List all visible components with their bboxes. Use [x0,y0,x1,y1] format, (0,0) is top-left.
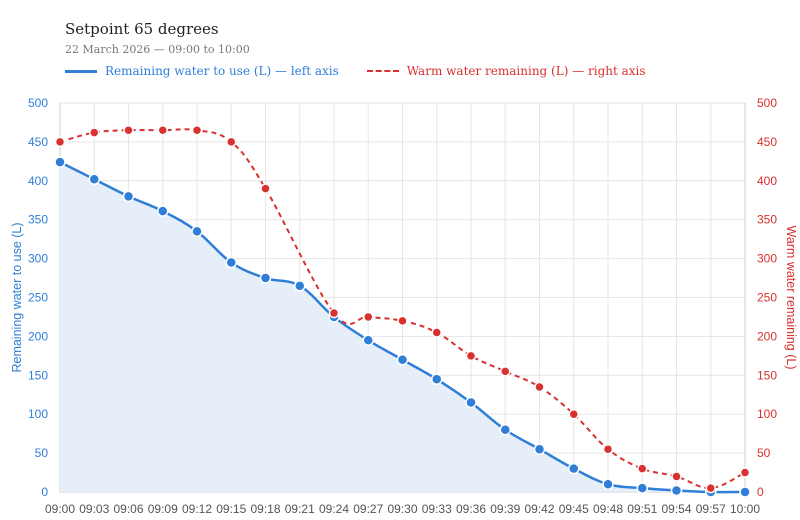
series-right-point-10 [397,315,408,327]
x-tick-14: 09:42 [524,502,554,516]
y-tick-left-4: 200 [28,329,48,343]
series-right-point-4 [191,124,203,136]
x-tick-3: 09:09 [148,502,178,516]
series-left-point-16 [602,478,614,490]
y-tick-right-8: 400 [757,174,777,188]
series-right-point-16 [602,443,614,455]
series-left-point-3 [157,205,169,217]
y-tick-right-9: 450 [757,135,777,149]
series-left-point-9 [362,334,374,347]
y-tick-right-5: 250 [757,291,777,305]
y-axis-right-title: Warm water remaining (L) [784,225,798,369]
series-right-point-13 [500,366,511,377]
series-right-point-2 [123,124,134,136]
legend-label-left-series: Remaining water to use (L) — left axis [105,64,339,78]
x-tick-17: 09:51 [627,502,657,516]
x-tick-9: 09:27 [353,502,383,516]
series-left-point-7 [294,280,306,292]
series-right-point-18 [671,471,682,482]
x-tick-6: 09:18 [250,502,280,516]
x-tick-10: 09:30 [387,502,417,516]
y-tick-left-7: 350 [28,213,48,227]
y-tick-left-0: 0 [41,485,48,499]
series-left-point-2 [122,190,135,203]
y-tick-right-3: 150 [757,368,777,382]
series-right-point-11 [431,327,442,338]
chart-legend: Remaining water to use (L) — left axis W… [65,64,646,78]
legend-item-right-series[interactable]: Warm water remaining (L) — right axis [366,64,646,78]
y-tick-left-9: 450 [28,135,48,149]
series-left-point-15 [568,462,580,475]
series-right-point-12 [465,350,477,362]
series-left-point-11 [431,373,443,385]
legend-item-left-series[interactable]: Remaining water to use (L) — left axis [65,64,339,78]
series-left-point-13 [499,424,511,436]
legend-label-right-series: Warm water remaining (L) — right axis [406,64,646,78]
series-right-point-5 [226,136,237,148]
series-right-point-15 [568,408,579,420]
series-right-point-19 [705,482,716,494]
x-tick-8: 09:24 [319,502,349,516]
series-right-point-0 [54,136,66,148]
series-right-point-9 [363,311,374,323]
x-tick-7: 09:21 [285,502,315,516]
y-tick-left-8: 400 [28,174,48,188]
y-tick-right-1: 50 [757,446,771,460]
series-left-point-4 [191,225,203,238]
x-tick-18: 09:54 [661,502,691,516]
x-tick-4: 09:12 [182,502,212,516]
legend-swatch-right-series [366,70,399,72]
series-right-point-6 [260,183,271,194]
series-right-point-20 [739,467,751,478]
y-tick-right-2: 100 [757,407,777,421]
series-left-point-18 [670,484,683,497]
y-tick-right-6: 300 [757,252,777,266]
series-left-point-14 [533,443,546,455]
series-left-point-10 [396,353,409,366]
x-tick-2: 09:06 [113,502,143,516]
y-tick-right-10: 500 [757,96,777,110]
series-right-point-14 [534,381,545,393]
series-right-point-3 [157,124,168,136]
y-tick-right-0: 0 [757,485,764,499]
series-right-point-8 [328,307,340,319]
series-left-point-17 [636,482,648,494]
x-tick-12: 09:36 [456,502,486,516]
legend-swatch-left-series [65,69,97,73]
y-axis-left-title: Remaining water to use (L) [10,222,24,372]
series-left-point-6 [259,272,272,284]
x-tick-13: 09:39 [490,502,520,516]
chart-subtitle: 22 March 2026 — 09:00 to 10:00 [65,43,250,56]
series-left-point-20 [739,486,751,498]
x-tick-5: 09:15 [216,502,246,516]
x-tick-19: 09:57 [696,502,726,516]
x-tick-16: 09:48 [593,502,623,516]
series-right-line [59,128,746,490]
series-left-point-5 [225,256,237,269]
x-tick-1: 09:03 [79,502,109,516]
series-left-area [60,162,745,493]
series-right-point-17 [637,463,648,474]
series-right-point-1 [89,127,100,138]
x-tick-0: 09:00 [45,502,75,516]
y-tick-left-10: 500 [28,96,48,110]
y-tick-left-1: 50 [35,446,49,460]
x-tick-15: 09:45 [559,502,589,516]
y-tick-left-5: 250 [28,291,48,305]
series-left-point-0 [54,156,66,168]
y-tick-right-4: 200 [757,329,777,343]
y-tick-left-3: 150 [28,368,48,382]
series-left-point-12 [465,396,477,409]
x-tick-20: 10:00 [730,502,760,516]
x-tick-11: 09:33 [422,502,452,516]
chart-title: Setpoint 65 degrees [65,20,219,38]
series-left-point-1 [88,173,100,185]
y-tick-left-6: 300 [28,252,48,266]
y-tick-right-7: 350 [757,213,777,227]
y-tick-left-2: 100 [28,407,48,421]
